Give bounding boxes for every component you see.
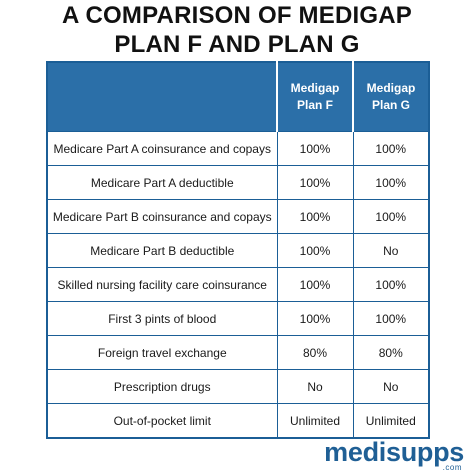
header-plan-g-line-1: Medigap — [366, 81, 416, 95]
feature-cell: Medicare Part B coinsurance and copays — [47, 199, 277, 234]
table-body: Medicare Part A coinsurance and copays 10… — [47, 131, 429, 438]
header-feature — [47, 62, 277, 132]
feature-cell: Medicare Part B deductible — [47, 233, 277, 268]
plan-g-cell: 100% — [352, 165, 429, 200]
header-plan-g-line-2: Plan G — [371, 98, 410, 112]
plan-g-cell: 100% — [352, 199, 429, 234]
plan-g-cell: Unlimited — [352, 403, 429, 438]
plan-g-cell: 100% — [352, 267, 429, 302]
plan-f-cell: 100% — [276, 165, 353, 200]
table-row: Skilled nursing facility care coinsuranc… — [47, 267, 429, 302]
plan-f-cell: 100% — [276, 199, 353, 234]
feature-cell: Prescription drugs — [47, 369, 277, 404]
table-row: Medicare Part B coinsurance and copays 10… — [47, 199, 429, 234]
table-row: Out-of-pocket limit Unlimited Unlimited — [47, 403, 429, 438]
header-plan-f: Medigap Plan F — [276, 62, 353, 132]
table-row: Medicare Part A coinsurance and copays 10… — [47, 131, 429, 166]
plan-f-cell: 80% — [276, 335, 353, 370]
plan-f-cell: 100% — [276, 233, 353, 268]
header-plan-f-line-1: Medigap — [290, 81, 340, 95]
plan-f-cell: 100% — [276, 131, 353, 166]
medisupps-logo: medisupps .com — [324, 438, 464, 472]
feature-cell: Medicare Part A coinsurance and copays — [47, 131, 277, 166]
table-row: Foreign travel exchange 80% 80% — [47, 335, 429, 370]
plan-g-cell: No — [352, 369, 429, 404]
table-row: Prescription drugs No No — [47, 369, 429, 404]
feature-cell: Skilled nursing facility care coinsuranc… — [47, 267, 277, 302]
table-row: First 3 pints of blood 100% 100% — [47, 301, 429, 336]
plan-f-cell: 100% — [276, 301, 353, 336]
table-row: Medicare Part A deductible 100% 100% — [47, 165, 429, 200]
header-plan-g: Medigap Plan G — [352, 62, 429, 132]
plan-g-cell: No — [352, 233, 429, 268]
logo-domain: .com — [442, 463, 462, 472]
comparison-table: Medigap Plan F Medigap Plan G Medicare P… — [46, 61, 430, 439]
feature-cell: Foreign travel exchange — [47, 335, 277, 370]
logo-wordmark: medisupps — [324, 437, 464, 467]
feature-cell: First 3 pints of blood — [47, 301, 277, 336]
header-plan-f-line-2: Plan F — [296, 98, 333, 112]
plan-g-cell: 100% — [352, 301, 429, 336]
page-title-line-2: PLAN F AND PLAN G — [114, 31, 360, 58]
table-row: Medicare Part B deductible 100% No — [47, 233, 429, 268]
table-header-row: Medigap Plan F Medigap Plan G — [47, 62, 429, 132]
plan-g-cell: 80% — [352, 335, 429, 370]
plan-f-cell: Unlimited — [276, 403, 353, 438]
plan-f-cell: 100% — [276, 267, 353, 302]
feature-cell: Out-of-pocket limit — [47, 403, 277, 438]
page-title-line-1: A COMPARISON OF MEDIGAP — [62, 2, 412, 29]
plan-f-cell: No — [276, 369, 353, 404]
feature-cell: Medicare Part A deductible — [47, 165, 277, 200]
plan-g-cell: 100% — [352, 131, 429, 166]
